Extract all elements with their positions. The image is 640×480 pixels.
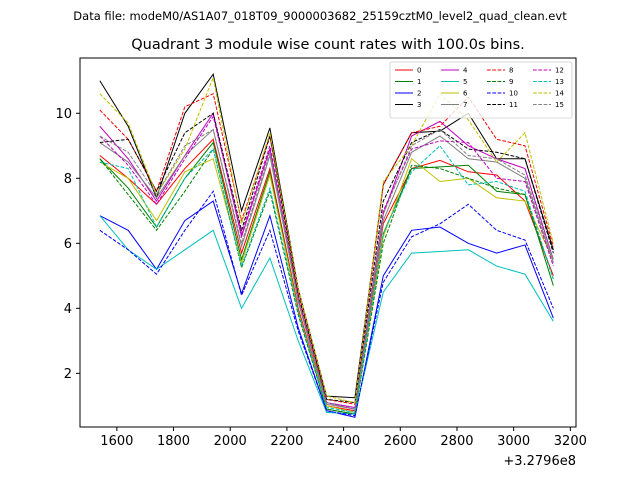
x-tick-label: 2000 [214, 434, 247, 449]
y-tick-label: 2 [64, 367, 72, 382]
x-tick-label: 3200 [554, 434, 587, 449]
axes-frame [79, 57, 577, 428]
series-line-14 [99, 75, 554, 404]
y-tick-label: 8 [64, 172, 72, 187]
y-tick-label: 10 [55, 107, 72, 122]
axes: 1600 1800 2000 2200 2400 2600 2800 3000 3200 +3.2… [55, 57, 587, 469]
legend-label-8: 8 [509, 67, 513, 75]
legend-label-4: 4 [463, 67, 468, 75]
chart-title: Quadrant 3 module wise count rates with … [131, 37, 525, 53]
series-line-11 [99, 112, 554, 404]
legend-label-14: 14 [555, 90, 564, 98]
legend-label-9: 9 [509, 78, 513, 86]
x-offset-label: +3.2796e8 [503, 454, 576, 469]
legend-label-10: 10 [509, 90, 518, 98]
legend-label-11: 11 [509, 101, 518, 109]
series-line-13 [99, 145, 554, 413]
legend-label-1: 1 [417, 78, 421, 86]
series-line-5 [99, 215, 554, 415]
series-line-3 [99, 73, 554, 399]
x-tick-label: 2800 [440, 434, 473, 449]
x-tick-label: 2400 [327, 434, 360, 449]
series-line-6 [99, 157, 554, 413]
legend-label-7: 7 [463, 101, 467, 109]
plot-lines [99, 73, 554, 418]
series-line-7 [99, 128, 554, 410]
series-line-9 [99, 147, 554, 415]
legend-label-0: 0 [417, 67, 421, 75]
legend-label-12: 12 [555, 67, 564, 75]
x-tick-label: 1600 [100, 434, 133, 449]
legend-label-5: 5 [463, 78, 467, 86]
y-tick-label: 6 [64, 237, 72, 252]
x-tick-label: 3000 [497, 434, 530, 449]
series-line-1 [99, 141, 554, 415]
legend-label-6: 6 [463, 90, 468, 98]
y-tick-label: 4 [64, 302, 72, 317]
legend-label-2: 2 [417, 90, 421, 98]
suptitle: Data file: modeM0/AS1A07_018T09_90000036… [73, 9, 567, 23]
series-line-15 [99, 128, 554, 410]
legend-label-13: 13 [555, 78, 564, 86]
x-tick-label: 2600 [384, 434, 417, 449]
legend-label-15: 15 [555, 101, 564, 109]
x-tick-label: 2200 [270, 434, 303, 449]
series-line-2 [99, 200, 554, 418]
x-tick-label: 1800 [157, 434, 190, 449]
series-line-10 [99, 190, 554, 417]
legend-box [389, 61, 573, 119]
legend-label-3: 3 [417, 101, 421, 109]
